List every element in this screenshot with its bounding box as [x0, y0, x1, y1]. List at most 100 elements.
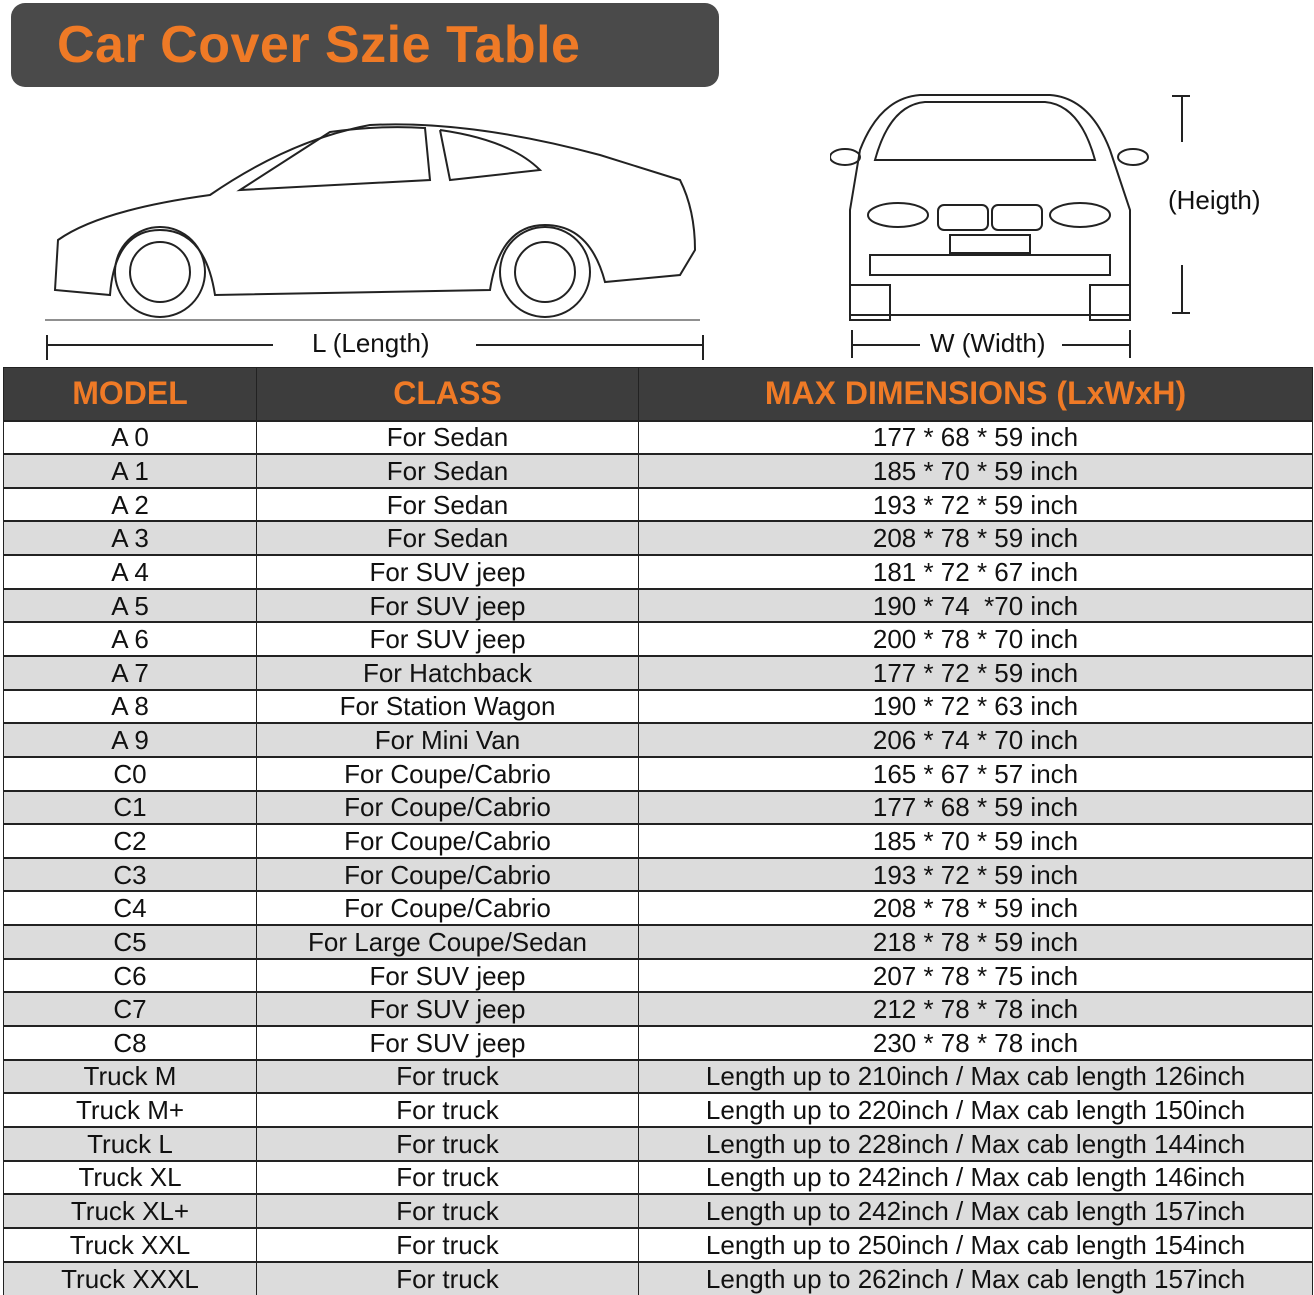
- cell-model: A 1: [3, 453, 257, 488]
- cell-model: C7: [3, 991, 257, 1027]
- cell-dimensions: 193 * 72 * 59 inch: [638, 856, 1313, 892]
- cell-model: Truck XL: [3, 1159, 257, 1195]
- table-header-row: MODEL CLASS MAX DIMENSIONS (LxWxH): [3, 367, 1313, 421]
- cell-class: For SUV jeep: [256, 554, 639, 589]
- cell-dimensions: 206 * 74 * 70 inch: [638, 722, 1313, 757]
- table-row: A 2 For Sedan 193 * 72 * 59 inch: [3, 486, 1313, 522]
- table-row: C3 For Coupe/Cabrio 193 * 72 * 59 inch: [3, 856, 1313, 892]
- table-row: Truck M+ For truck Length up to 220inch / …: [3, 1092, 1313, 1127]
- cell-class: For Mini Van: [256, 722, 639, 757]
- cell-model: Truck XL+: [3, 1193, 257, 1228]
- header-model: MODEL: [3, 367, 257, 421]
- cell-model: A 9: [3, 722, 257, 757]
- width-label: W (Width): [926, 328, 1050, 359]
- cell-model: C8: [3, 1025, 257, 1060]
- cell-dimensions: Length up to 242inch / Max cab length 15…: [638, 1193, 1313, 1228]
- cell-dimensions: 218 * 78 * 59 inch: [638, 924, 1313, 959]
- cell-model: Truck M: [3, 1058, 257, 1094]
- cell-dimensions: Length up to 228inch / Max cab length 14…: [638, 1125, 1313, 1161]
- cell-class: For Coupe/Cabrio: [256, 789, 639, 825]
- cell-class: For Station Wagon: [256, 688, 639, 724]
- cell-model: C5: [3, 924, 257, 959]
- cell-dimensions: 165 * 67 * 57 inch: [638, 755, 1313, 791]
- cell-model: C4: [3, 890, 257, 926]
- cell-dimensions: 181 * 72 * 67 inch: [638, 554, 1313, 589]
- cell-dimensions: 230 * 78 * 78 inch: [638, 1025, 1313, 1060]
- table-row: Truck L For truck Length up to 228inch / M…: [3, 1125, 1313, 1161]
- table-row: Truck XXL For truck Length up to 250inch /…: [3, 1226, 1313, 1262]
- cell-model: A 5: [3, 587, 257, 623]
- header-class: CLASS: [256, 367, 639, 421]
- cell-dimensions: 200 * 78 * 70 inch: [638, 621, 1313, 656]
- cell-dimensions: Length up to 220inch / Max cab length 15…: [638, 1092, 1313, 1127]
- cell-class: For Large Coupe/Sedan: [256, 924, 639, 959]
- cell-model: Truck L: [3, 1125, 257, 1161]
- cell-class: For Sedan: [256, 453, 639, 488]
- cell-dimensions: 207 * 78 * 75 inch: [638, 957, 1313, 993]
- cell-class: For Coupe/Cabrio: [256, 755, 639, 791]
- header-dimensions: MAX DIMENSIONS (LxWxH): [638, 367, 1313, 421]
- table-row: A 0 For Sedan 177 * 68 * 59 inch: [3, 419, 1313, 455]
- cell-model: C6: [3, 957, 257, 993]
- table-row: C5 For Large Coupe/Sedan 218 * 78 * 59 inc…: [3, 924, 1313, 959]
- table-row: Truck XL+ For truck Length up to 242inch /…: [3, 1193, 1313, 1228]
- table-row: C1 For Coupe/Cabrio 177 * 68 * 59 inch: [3, 789, 1313, 825]
- table-row: A 8 For Station Wagon 190 * 72 * 63 inch: [3, 688, 1313, 724]
- table-row: C7 For SUV jeep 212 * 78 * 78 inch: [3, 991, 1313, 1027]
- table-row: A 9 For Mini Van 206 * 74 * 70 inch: [3, 722, 1313, 757]
- cell-class: For Coupe/Cabrio: [256, 856, 639, 892]
- cell-model: C0: [3, 755, 257, 791]
- car-side-view-illustration: [45, 123, 704, 360]
- cell-dimensions: Length up to 262inch / Max cab length 15…: [638, 1260, 1313, 1295]
- cell-dimensions: 177 * 72 * 59 inch: [638, 654, 1313, 690]
- cell-class: For truck: [256, 1193, 639, 1228]
- cell-model: A 0: [3, 419, 257, 455]
- cell-class: For truck: [256, 1226, 639, 1262]
- cell-model: Truck M+: [3, 1092, 257, 1127]
- cell-model: A 8: [3, 688, 257, 724]
- cell-dimensions: 190 * 74 *70 inch: [638, 587, 1313, 623]
- car-front-view-illustration: [830, 94, 1190, 358]
- cell-class: For SUV jeep: [256, 991, 639, 1027]
- cell-dimensions: 185 * 70 * 59 inch: [638, 823, 1313, 858]
- table-row: C4 For Coupe/Cabrio 208 * 78 * 59 inch: [3, 890, 1313, 926]
- cell-model: Truck XXXL: [3, 1260, 257, 1295]
- table-row: C0 For Coupe/Cabrio 165 * 67 * 57 inch: [3, 755, 1313, 791]
- table-row: A 3 For Sedan 208 * 78 * 59 inch: [3, 520, 1313, 556]
- table-row: A 4 For SUV jeep 181 * 72 * 67 inch: [3, 554, 1313, 589]
- table-row: C8 For SUV jeep 230 * 78 * 78 inch: [3, 1025, 1313, 1060]
- table-row: A 7 For Hatchback 177 * 72 * 59 inch: [3, 654, 1313, 690]
- cell-model: C2: [3, 823, 257, 858]
- size-table: MODEL CLASS MAX DIMENSIONS (LxWxH) A 0 Fo…: [3, 367, 1313, 1295]
- page-title: Car Cover Szie Table: [11, 3, 719, 87]
- height-label: (Heigth): [1168, 185, 1261, 216]
- cell-class: For Sedan: [256, 419, 639, 455]
- cell-model: A 7: [3, 654, 257, 690]
- table-row: A 5 For SUV jeep 190 * 74 *70 inch: [3, 587, 1313, 623]
- cell-class: For Sedan: [256, 486, 639, 522]
- cell-model: A 4: [3, 554, 257, 589]
- cell-model: A 6: [3, 621, 257, 656]
- table-row: C6 For SUV jeep 207 * 78 * 75 inch: [3, 957, 1313, 993]
- cell-dimensions: Length up to 210inch / Max cab length 12…: [638, 1058, 1313, 1094]
- cell-class: For truck: [256, 1260, 639, 1295]
- cell-class: For Sedan: [256, 520, 639, 556]
- cell-class: For SUV jeep: [256, 1025, 639, 1060]
- table-row: A 6 For SUV jeep 200 * 78 * 70 inch: [3, 621, 1313, 656]
- cell-class: For truck: [256, 1092, 639, 1127]
- table-row: Truck XL For truck Length up to 242inch / …: [3, 1159, 1313, 1195]
- cell-dimensions: 177 * 68 * 59 inch: [638, 789, 1313, 825]
- table-row: C2 For Coupe/Cabrio 185 * 70 * 59 inch: [3, 823, 1313, 858]
- cell-class: For truck: [256, 1058, 639, 1094]
- cell-class: For truck: [256, 1159, 639, 1195]
- table-row: A 1 For Sedan 185 * 70 * 59 inch: [3, 453, 1313, 488]
- cell-model: A 3: [3, 520, 257, 556]
- table-row: Truck M For truck Length up to 210inch / M…: [3, 1058, 1313, 1094]
- cell-dimensions: 185 * 70 * 59 inch: [638, 453, 1313, 488]
- cell-class: For SUV jeep: [256, 957, 639, 993]
- table-row: Truck XXXL For truck Length up to 262inch …: [3, 1260, 1313, 1295]
- cell-dimensions: 208 * 78 * 59 inch: [638, 520, 1313, 556]
- cell-class: For SUV jeep: [256, 621, 639, 656]
- cell-class: For Coupe/Cabrio: [256, 823, 639, 858]
- length-label: L (Length): [308, 328, 434, 359]
